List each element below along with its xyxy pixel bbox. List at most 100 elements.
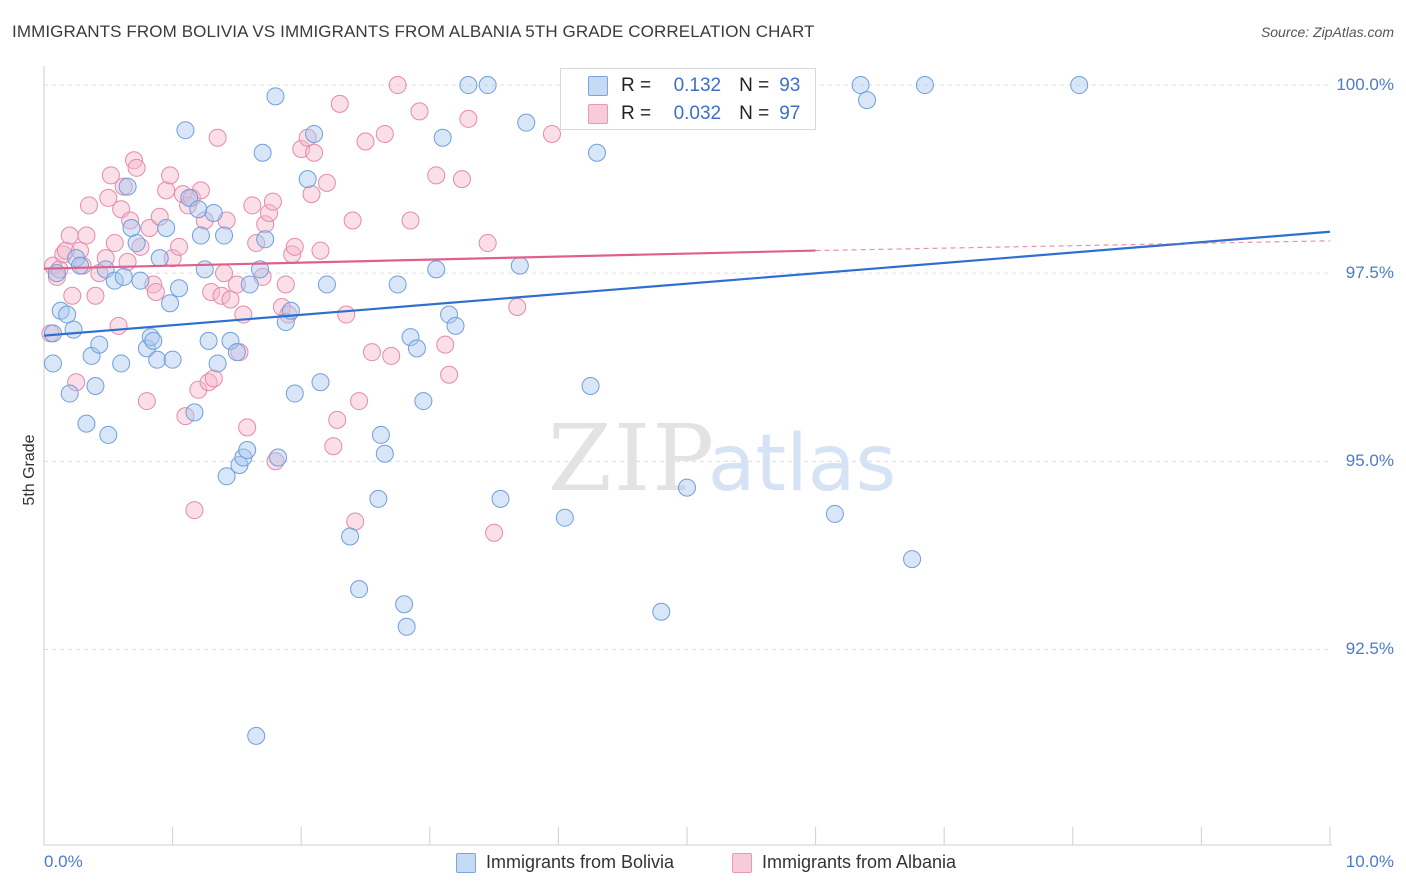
series-albania — [41, 76, 561, 542]
data-point-bolivia — [137, 339, 156, 358]
data-point-bolivia — [305, 124, 324, 143]
data-point-albania — [410, 102, 429, 121]
data-point-bolivia — [401, 328, 420, 347]
trend-line-albania-extension — [815, 240, 1331, 252]
legend-swatch-albania — [588, 104, 608, 124]
data-point-albania — [427, 166, 446, 185]
data-point-albania — [80, 196, 99, 215]
data-point-bolivia — [317, 275, 336, 294]
legend-swatch-bolivia — [456, 852, 476, 873]
legend-n-value: 97 — [779, 103, 801, 124]
data-point-bolivia — [253, 143, 272, 162]
data-point-bolivia — [199, 331, 218, 350]
data-point-bolivia — [221, 331, 240, 350]
data-point-bolivia — [161, 294, 180, 313]
data-point-bolivia — [71, 256, 90, 275]
data-point-albania — [346, 512, 365, 531]
data-point-albania — [221, 290, 240, 309]
data-point-bolivia — [371, 425, 390, 444]
trend-line-bolivia — [43, 230, 1331, 337]
data-point-bolivia — [266, 87, 285, 106]
data-point-albania — [109, 316, 128, 335]
legend-r-label: R = — [621, 75, 652, 96]
data-point-bolivia — [395, 595, 414, 614]
legend-item-bolivia[interactable]: Immigrants from Bolivia — [456, 852, 674, 873]
legend-n-label: N = — [739, 103, 770, 124]
data-point-albania — [127, 158, 146, 177]
data-point-albania — [440, 365, 459, 384]
data-point-bolivia — [195, 260, 214, 279]
data-point-albania — [317, 173, 336, 192]
legend-row-albania: R = 0.032 N = 97 — [588, 102, 801, 126]
legend-item-albania[interactable]: Immigrants from Albania — [732, 852, 956, 873]
data-point-bolivia — [459, 76, 478, 95]
data-point-bolivia — [176, 121, 195, 140]
data-point-bolivia — [388, 275, 407, 294]
data-point-bolivia — [446, 316, 465, 335]
data-point-bolivia — [276, 313, 295, 332]
data-point-bolivia — [185, 403, 204, 422]
data-point-bolivia — [1070, 76, 1089, 95]
data-point-bolivia — [256, 230, 275, 249]
data-point-albania — [485, 523, 504, 542]
data-point-bolivia — [58, 305, 77, 324]
data-point-bolivia — [105, 271, 124, 290]
data-point-bolivia — [189, 200, 208, 219]
legend-row-bolivia: R = 0.132 N = 93 — [588, 74, 801, 98]
data-point-albania — [375, 124, 394, 143]
data-point-albania — [276, 275, 295, 294]
data-point-bolivia — [131, 271, 150, 290]
legend-label-bolivia: Immigrants from Bolivia — [486, 852, 675, 872]
data-point-bolivia — [285, 384, 304, 403]
data-point-bolivia — [440, 305, 459, 324]
data-point-bolivia — [298, 170, 317, 189]
data-point-bolivia — [915, 76, 934, 95]
data-point-bolivia — [208, 354, 227, 373]
data-point-bolivia — [478, 76, 497, 95]
data-point-albania — [176, 407, 195, 426]
data-point-bolivia — [491, 489, 510, 508]
data-point-albania — [195, 211, 214, 230]
series-legend: Immigrants from Bolivia Immigrants from … — [0, 852, 1406, 876]
data-point-albania — [204, 369, 223, 388]
data-point-albania — [330, 94, 349, 113]
data-point-albania — [337, 305, 356, 324]
data-point-albania — [459, 109, 478, 128]
data-point-albania — [508, 298, 527, 317]
data-point-albania — [170, 237, 189, 256]
data-point-albania — [362, 343, 381, 362]
data-point-albania — [77, 226, 96, 245]
legend-n-value: 93 — [779, 75, 801, 96]
data-point-bolivia — [127, 234, 146, 253]
data-point-albania — [350, 392, 369, 411]
data-point-bolivia — [240, 275, 259, 294]
data-point-bolivia — [114, 267, 133, 286]
data-point-bolivia — [204, 203, 223, 222]
data-point-bolivia — [60, 384, 79, 403]
data-point-albania — [150, 207, 169, 226]
data-point-albania — [256, 215, 275, 234]
watermark: ZIP atlas — [548, 405, 896, 512]
y-tick-label: 95.0% — [1345, 451, 1394, 471]
data-point-albania — [208, 128, 227, 147]
data-point-albania — [121, 211, 140, 230]
data-point-bolivia — [414, 392, 433, 411]
data-point-bolivia — [227, 343, 246, 362]
data-point-albania — [305, 143, 324, 162]
data-point-albania — [157, 181, 176, 200]
data-point-albania — [101, 166, 120, 185]
legend-r-label: R = — [621, 103, 652, 124]
data-point-albania — [60, 226, 79, 245]
data-point-bolivia — [44, 354, 63, 373]
data-point-bolivia — [144, 331, 163, 350]
correlation-legend: R = 0.132 N = 93 R = 0.032 N = 97 — [560, 68, 816, 130]
data-point-bolivia — [217, 467, 236, 486]
data-point-bolivia — [433, 128, 452, 147]
data-point-bolivia — [77, 414, 96, 433]
data-point-albania — [302, 185, 321, 204]
data-point-albania — [189, 380, 208, 399]
data-point-bolivia — [90, 335, 109, 354]
data-point-bolivia — [427, 260, 446, 279]
data-point-albania — [99, 188, 118, 207]
